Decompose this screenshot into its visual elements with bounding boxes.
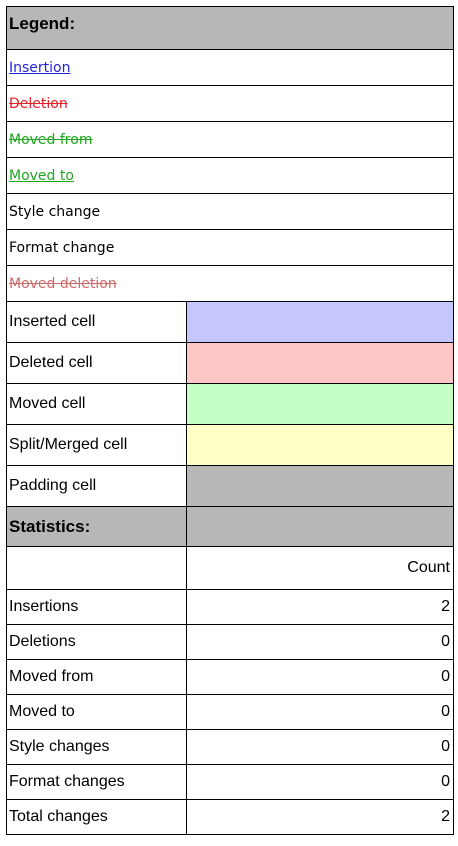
- stat-row-moved-from: Moved from 0: [6, 660, 454, 695]
- stat-row-total-changes: Total changes 2: [6, 800, 454, 835]
- padding-cell-label: Padding cell: [7, 466, 187, 506]
- stat-count: 0: [187, 765, 454, 799]
- moved-cell-label: Moved cell: [7, 384, 187, 424]
- stat-label: Deletions: [7, 625, 187, 659]
- deleted-cell-swatch: [186, 343, 454, 383]
- legend-item-moved-deletion: Moved deletion: [6, 266, 454, 302]
- padding-cell-swatch: [186, 466, 454, 506]
- stat-label: Moved from: [7, 660, 187, 694]
- legend-item-style-change: Style change: [6, 194, 454, 230]
- legend-format-change-label: Format change: [9, 239, 115, 256]
- stat-row-style-changes: Style changes 0: [6, 730, 454, 765]
- stat-label: Insertions: [7, 590, 187, 624]
- statistics-count-header-row: Count: [6, 547, 454, 590]
- moved-cell-swatch: [186, 384, 454, 424]
- stat-label: Total changes: [7, 800, 187, 834]
- stat-row-format-changes: Format changes 0: [6, 765, 454, 800]
- legend-title: Legend:: [7, 7, 454, 49]
- stat-label: Style changes: [7, 730, 187, 764]
- statistics-header-filler: [186, 507, 454, 546]
- stat-count: 2: [187, 800, 454, 834]
- legend-deletion-label: Deletion: [9, 95, 68, 112]
- statistics-title: Statistics:: [7, 507, 187, 546]
- legend-item-insertion: Insertion: [6, 50, 454, 86]
- stat-row-insertions: Insertions 2: [6, 590, 454, 625]
- legend-cell-moved: Moved cell: [6, 384, 454, 425]
- statistics-empty-cell: [7, 547, 187, 589]
- deleted-cell-label: Deleted cell: [7, 343, 187, 383]
- statistics-header-row: Statistics:: [6, 507, 454, 547]
- legend-cell-padding: Padding cell: [6, 466, 454, 507]
- legend-cell-deleted: Deleted cell: [6, 343, 454, 384]
- stat-row-moved-to: Moved to 0: [6, 695, 454, 730]
- stat-count: 0: [187, 730, 454, 764]
- stat-count: 0: [187, 625, 454, 659]
- stat-count: 2: [187, 590, 454, 624]
- legend-insertion-label: Insertion: [9, 59, 71, 76]
- inserted-cell-swatch: [186, 302, 454, 342]
- stat-count: 0: [187, 660, 454, 694]
- legend-style-change-label: Style change: [9, 203, 101, 220]
- legend-item-moved-from: Moved from: [6, 122, 454, 158]
- inserted-cell-label: Inserted cell: [7, 302, 187, 342]
- legend-cell-split-merged: Split/Merged cell: [6, 425, 454, 466]
- split-merged-cell-label: Split/Merged cell: [7, 425, 187, 465]
- stat-count: 0: [187, 695, 454, 729]
- legend-item-moved-to: Moved to: [6, 158, 454, 194]
- stat-label: Moved to: [7, 695, 187, 729]
- legend-header-row: Legend:: [6, 6, 454, 50]
- legend-moved-to-label: Moved to: [9, 167, 74, 184]
- comparison-legend-table: Legend: Insertion Deletion Moved from Mo…: [6, 6, 454, 835]
- split-merged-cell-swatch: [186, 425, 454, 465]
- count-column-header: Count: [187, 547, 454, 589]
- stat-label: Format changes: [7, 765, 187, 799]
- legend-moved-deletion-label: Moved deletion: [9, 275, 117, 292]
- legend-moved-from-label: Moved from: [9, 131, 93, 148]
- legend-item-format-change: Format change: [6, 230, 454, 266]
- legend-cell-inserted: Inserted cell: [6, 302, 454, 343]
- stat-row-deletions: Deletions 0: [6, 625, 454, 660]
- legend-item-deletion: Deletion: [6, 86, 454, 122]
